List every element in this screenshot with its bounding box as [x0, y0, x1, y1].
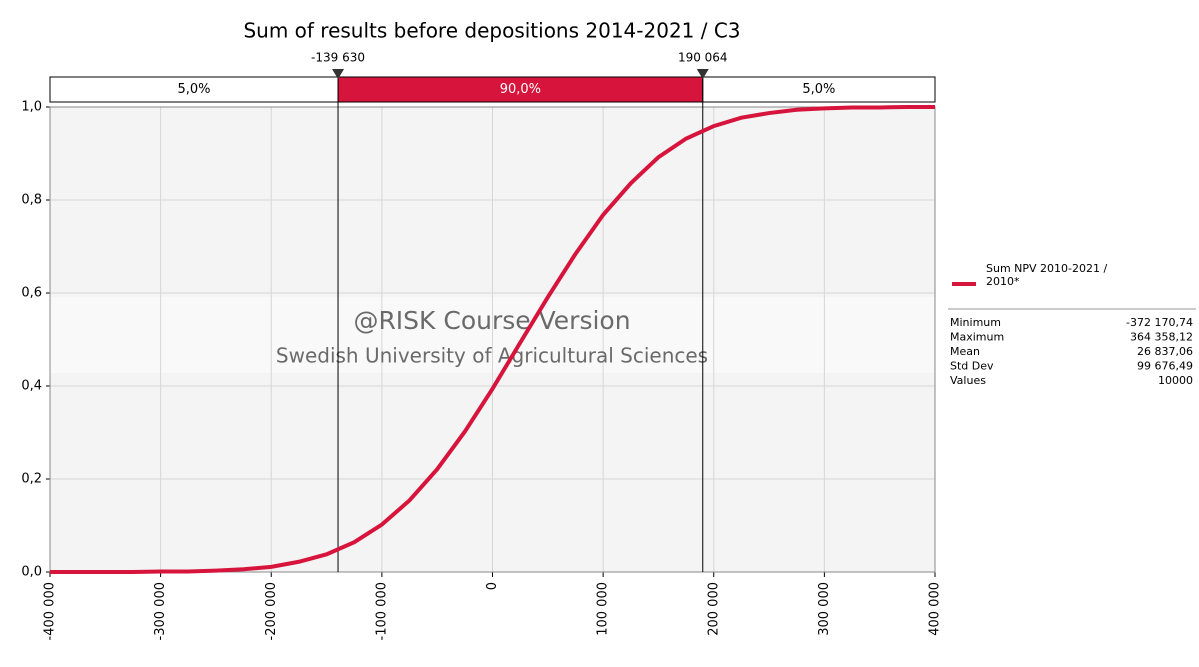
- delimiter-label: 190 064: [678, 51, 728, 65]
- stat-value: -372 170,74: [1126, 316, 1193, 329]
- x-tick-label: 200 000: [706, 582, 721, 636]
- stat-value: 10000: [1158, 374, 1193, 387]
- x-tick-label: 0: [485, 582, 500, 590]
- stat-value: 364 358,12: [1130, 331, 1193, 344]
- x-tick-label: -200 000: [264, 582, 279, 640]
- stat-value: 26 837,06: [1137, 345, 1193, 358]
- watermark: @RISK Course Version: [353, 306, 630, 335]
- stat-name: Values: [950, 374, 986, 387]
- x-tick-label: 100 000: [596, 582, 611, 636]
- y-tick-label: 1,0: [21, 100, 42, 115]
- delimiter-label: -139 630: [311, 51, 365, 65]
- band-label: 5,0%: [178, 82, 211, 97]
- x-tick-label: -400 000: [43, 582, 58, 640]
- y-tick-label: 0,8: [21, 193, 42, 208]
- stat-name: Maximum: [950, 331, 1004, 344]
- x-tick-label: 300 000: [817, 582, 832, 636]
- x-tick-label: -100 000: [374, 582, 389, 640]
- delimiter-marker: [696, 69, 709, 79]
- x-tick-label: 400 000: [928, 582, 943, 636]
- plot-frame: [49, 106, 936, 573]
- legend-label: Sum NPV 2010-2021 / 2010*: [986, 262, 1108, 288]
- stat-name: Minimum: [950, 316, 1001, 329]
- y-tick-label: 0,4: [21, 379, 42, 394]
- stat-value: 99 676,49: [1137, 360, 1193, 373]
- band-label: 5,0%: [802, 82, 835, 97]
- band-label: 90,0%: [500, 82, 541, 97]
- y-tick-label: 0,6: [21, 286, 42, 301]
- chart-title: Sum of results before depositions 2014-2…: [243, 19, 740, 43]
- watermark: Swedish University of Agricultural Scien…: [276, 344, 708, 368]
- cdf-line: [50, 105, 935, 574]
- y-tick-label: 0,0: [21, 565, 42, 580]
- delimiter-marker: [332, 69, 345, 79]
- y-tick-label: 0,2: [21, 472, 42, 487]
- x-tick-label: -300 000: [153, 582, 168, 640]
- stat-name: Std Dev: [950, 360, 994, 373]
- band-segment: [702, 76, 936, 103]
- stat-name: Mean: [950, 345, 980, 358]
